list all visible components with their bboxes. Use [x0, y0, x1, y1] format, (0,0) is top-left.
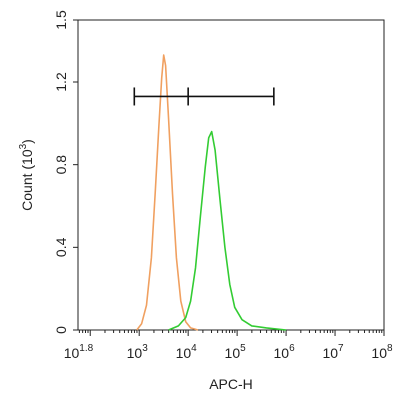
y-axis-title-main: Count (10	[19, 149, 35, 211]
y-tick-label: 0	[53, 326, 69, 334]
x-tick-exp: 8	[387, 343, 393, 354]
y-axis-title: Count (103)	[18, 139, 35, 211]
x-tick-label: 106	[274, 343, 296, 361]
x-axis: 101.8 103 104 105 106 107 108	[64, 330, 393, 361]
y-tick-label: 1.2	[53, 72, 69, 92]
series-group	[136, 54, 287, 331]
x-tick-label: 104	[176, 343, 198, 361]
x-tick-base: 10	[127, 345, 143, 361]
x-tick-exp: 7	[338, 343, 344, 354]
x-tick-base: 10	[64, 345, 80, 361]
x-axis-title: APC-H	[209, 376, 253, 392]
x-tick-exp: 5	[240, 343, 246, 354]
x-tick-exp: 6	[289, 343, 295, 354]
x-tick-label: 108	[371, 343, 393, 361]
x-tick-exp: 3	[142, 343, 148, 354]
x-tick-label: 105	[225, 343, 247, 361]
series-1-histogram-line	[168, 130, 287, 331]
x-tick-base: 10	[225, 345, 241, 361]
y-tick-label: 0.4	[53, 237, 69, 257]
y-tick-label: 1.5	[53, 10, 69, 30]
x-tick-exp: 4	[191, 343, 197, 354]
y-axis-title-close: )	[19, 139, 35, 144]
y-tick-label: 0.8	[53, 155, 69, 175]
x-tick-base: 10	[322, 345, 338, 361]
x-tick-base: 10	[176, 345, 192, 361]
gate-marker	[133, 87, 275, 106]
x-tick-exp: 1.8	[79, 343, 93, 354]
x-tick-base: 10	[371, 345, 387, 361]
plot-frame	[77, 19, 385, 331]
series-0-histogram-line	[136, 54, 199, 331]
x-tick-label: 101.8	[64, 343, 94, 361]
y-axis-title-exp: 3	[18, 143, 29, 149]
x-tick-base: 10	[274, 345, 290, 361]
x-tick-label: 107	[322, 343, 344, 361]
x-tick-label: 103	[127, 343, 149, 361]
y-axis: 0 0.4 0.8 1.2 1.5	[53, 10, 78, 334]
